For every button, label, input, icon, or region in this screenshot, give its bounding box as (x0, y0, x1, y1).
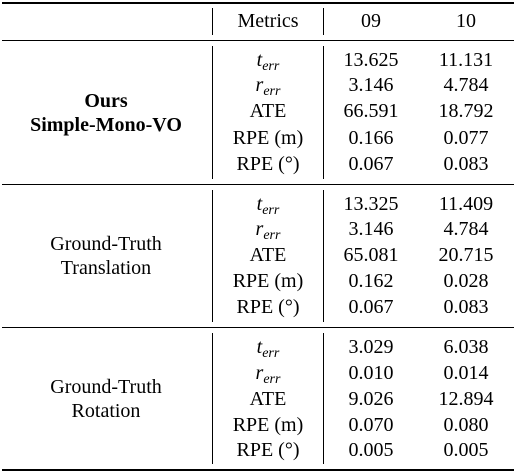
group-1-r-err-10: 4.784 (443, 74, 489, 96)
group-3-name-line1: Ground-Truth (50, 376, 162, 398)
group-3-rpe-deg-09: 0.005 (348, 439, 394, 461)
group-3-ate-10: 12.894 (438, 388, 494, 410)
group-2-ate-10: 20.715 (438, 244, 494, 266)
group-1-metric-rpe-m: RPE (m) (232, 127, 304, 149)
group-separator-2 (2, 327, 514, 328)
vrule-group-metric-1 (212, 46, 213, 179)
vrule-metric-values-1 (323, 46, 324, 179)
group-3-rpe-deg-10: 0.005 (443, 439, 489, 461)
group-2-metric-r-err: rerr (255, 218, 281, 243)
header-rule (2, 40, 514, 41)
group-1-rpe-m-10: 0.077 (443, 127, 489, 149)
header-col-09: 09 (361, 10, 381, 32)
group-3-metric-t-err: terr (256, 336, 280, 361)
group-1-metric-r-err: rerr (255, 74, 281, 99)
group-2-name-line2: Translation (60, 257, 152, 279)
group-3-metric-ate: ATE (249, 388, 287, 410)
header-col-10: 10 (456, 10, 476, 32)
vrule-group-metric-header (212, 8, 213, 35)
group-2-r-err-09: 3.146 (348, 218, 394, 240)
group-1-rpe-m-09: 0.166 (348, 127, 394, 149)
group-3-t-err-10: 6.038 (443, 336, 489, 358)
group-2-t-err-10: 11.409 (438, 193, 494, 215)
group-3-r-err-09: 0.010 (348, 362, 394, 384)
vrule-metric-values-header (323, 8, 324, 35)
top-rule (2, 2, 514, 4)
group-2-rpe-m-09: 0.162 (348, 270, 394, 292)
group-separator-1 (2, 184, 514, 185)
group-2-ate-09: 65.081 (343, 244, 399, 266)
group-2-rpe-deg-10: 0.083 (443, 296, 489, 318)
group-2-metric-rpe-m: RPE (m) (232, 270, 304, 292)
vrule-metric-values-2 (323, 190, 324, 322)
group-3-name-line2: Rotation (71, 400, 141, 422)
group-1-name-line1: Ours (84, 90, 128, 112)
group-2-metric-t-err: terr (256, 193, 280, 218)
group-1-metric-ate: ATE (249, 100, 287, 122)
group-2-metric-ate: ATE (249, 244, 287, 266)
group-3-rpe-m-09: 0.070 (348, 414, 394, 436)
group-1-name-line2: Simple-Mono-VO (30, 114, 182, 136)
group-3-metric-rpe-deg: RPE (°) (236, 439, 300, 461)
group-2-r-err-10: 4.784 (443, 218, 489, 240)
group-3-ate-09: 9.026 (348, 388, 394, 410)
bottom-rule (2, 469, 514, 471)
group-1-metric-t-err: terr (256, 49, 280, 74)
group-1-ate-09: 66.591 (343, 100, 399, 122)
group-1-r-err-09: 3.146 (348, 74, 394, 96)
group-2-metric-rpe-deg: RPE (°) (236, 296, 300, 318)
group-2-rpe-m-10: 0.028 (443, 270, 489, 292)
group-3-rpe-m-10: 0.080 (443, 414, 489, 436)
group-2-rpe-deg-09: 0.067 (348, 296, 394, 318)
group-1-metric-rpe-deg: RPE (°) (236, 153, 300, 175)
group-1-t-err-10: 11.131 (438, 49, 494, 71)
header-metrics: Metrics (237, 10, 299, 32)
group-1-ate-10: 18.792 (438, 100, 494, 122)
group-2-t-err-09: 13.325 (343, 193, 399, 215)
vrule-group-metric-3 (212, 333, 213, 464)
group-1-t-err-09: 13.625 (343, 49, 399, 71)
group-2-name-line1: Ground-Truth (50, 233, 162, 255)
group-3-r-err-10: 0.014 (443, 362, 489, 384)
group-3-t-err-09: 3.029 (348, 336, 394, 358)
group-1-rpe-deg-10: 0.083 (443, 153, 489, 175)
vrule-group-metric-2 (212, 190, 213, 322)
group-3-metric-rpe-m: RPE (m) (232, 414, 304, 436)
group-1-rpe-deg-09: 0.067 (348, 153, 394, 175)
vrule-metric-values-3 (323, 333, 324, 464)
group-3-metric-r-err: rerr (255, 362, 281, 387)
